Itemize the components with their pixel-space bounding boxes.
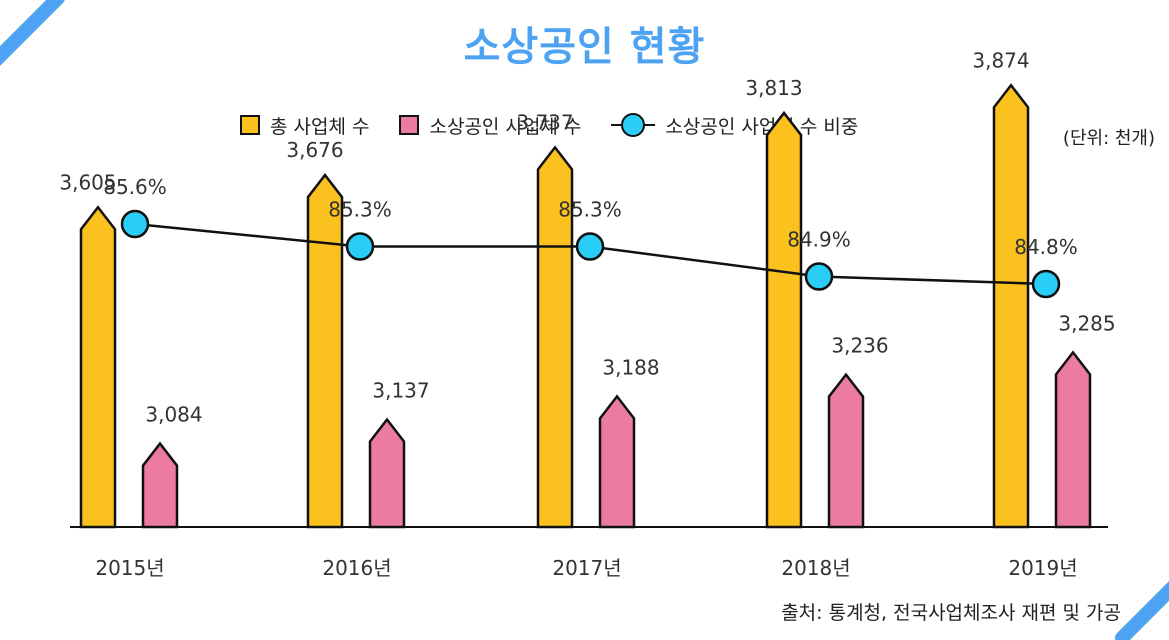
legend-label-total: 총 사업체 수 [270, 115, 370, 138]
legend-item-total: 총 사업체 수 [240, 112, 369, 139]
data-label-ratio: 85.6% [103, 175, 167, 199]
legend-label-ratio: 소상공인 사업체 수 비중 [665, 115, 859, 138]
legend-label-small: 소상공인 사업체 수 [429, 115, 582, 138]
corner-stripe-top-left [0, 0, 65, 66]
data-label-total: 3,813 [745, 76, 802, 100]
chart-title: 소상공인 현황 [463, 24, 706, 70]
source-note: 출처: 통계청, 전국사업체조사 재편 및 가공 [781, 602, 1121, 624]
bar-total [536, 145, 574, 529]
unit-label: (단위: 천개) [1062, 128, 1155, 149]
x-tick-label: 2018년 [781, 556, 850, 580]
data-label-ratio: 85.3% [558, 198, 622, 222]
data-label-total: 3,874 [972, 48, 1029, 72]
data-label-ratio: 84.8% [1014, 235, 1078, 259]
ratio-point [120, 209, 150, 239]
x-tick-label: 2019년 [1008, 556, 1077, 580]
bar-small [1054, 350, 1092, 529]
bar-small [141, 441, 179, 529]
bar-total [992, 83, 1030, 529]
legend-swatch-ratio [611, 113, 656, 137]
data-label-ratio: 84.9% [787, 228, 851, 252]
data-label-total: 3,676 [286, 138, 343, 162]
x-tick-label: 2015년 [95, 556, 164, 580]
x-tick-label: 2016년 [322, 556, 391, 580]
legend-item-ratio: 소상공인 사업체 수 비중 [611, 112, 858, 139]
bar-small [368, 417, 406, 529]
ratio-point [575, 232, 605, 261]
data-label-small: 3,285 [1058, 311, 1115, 335]
bar-total [765, 110, 803, 529]
data-label-ratio: 85.3% [328, 198, 392, 222]
bar-small [827, 372, 865, 529]
ratio-point [345, 232, 375, 261]
data-label-small: 3,084 [145, 403, 202, 427]
legend-swatch-small [399, 115, 420, 135]
bar-total [306, 173, 344, 529]
legend-swatch-total [240, 115, 260, 135]
ratio-point [1031, 269, 1061, 299]
x-tick-label: 2017년 [552, 556, 621, 580]
bar-small [598, 394, 636, 529]
ratio-point [804, 262, 834, 291]
data-label-small: 3,137 [372, 379, 429, 403]
corner-stripe-bottom-right [1115, 581, 1169, 640]
data-label-small: 3,236 [831, 334, 888, 358]
legend: 총 사업체 수 소상공인 사업체 수 소상공인 사업체 수 비중 [240, 108, 888, 142]
bar-total [79, 205, 117, 529]
data-label-total: 3,605 [59, 170, 116, 194]
data-label-small: 3,188 [602, 355, 659, 379]
legend-item-small: 소상공인 사업체 수 [399, 112, 581, 139]
data-label-total: 3,737 [516, 110, 573, 134]
